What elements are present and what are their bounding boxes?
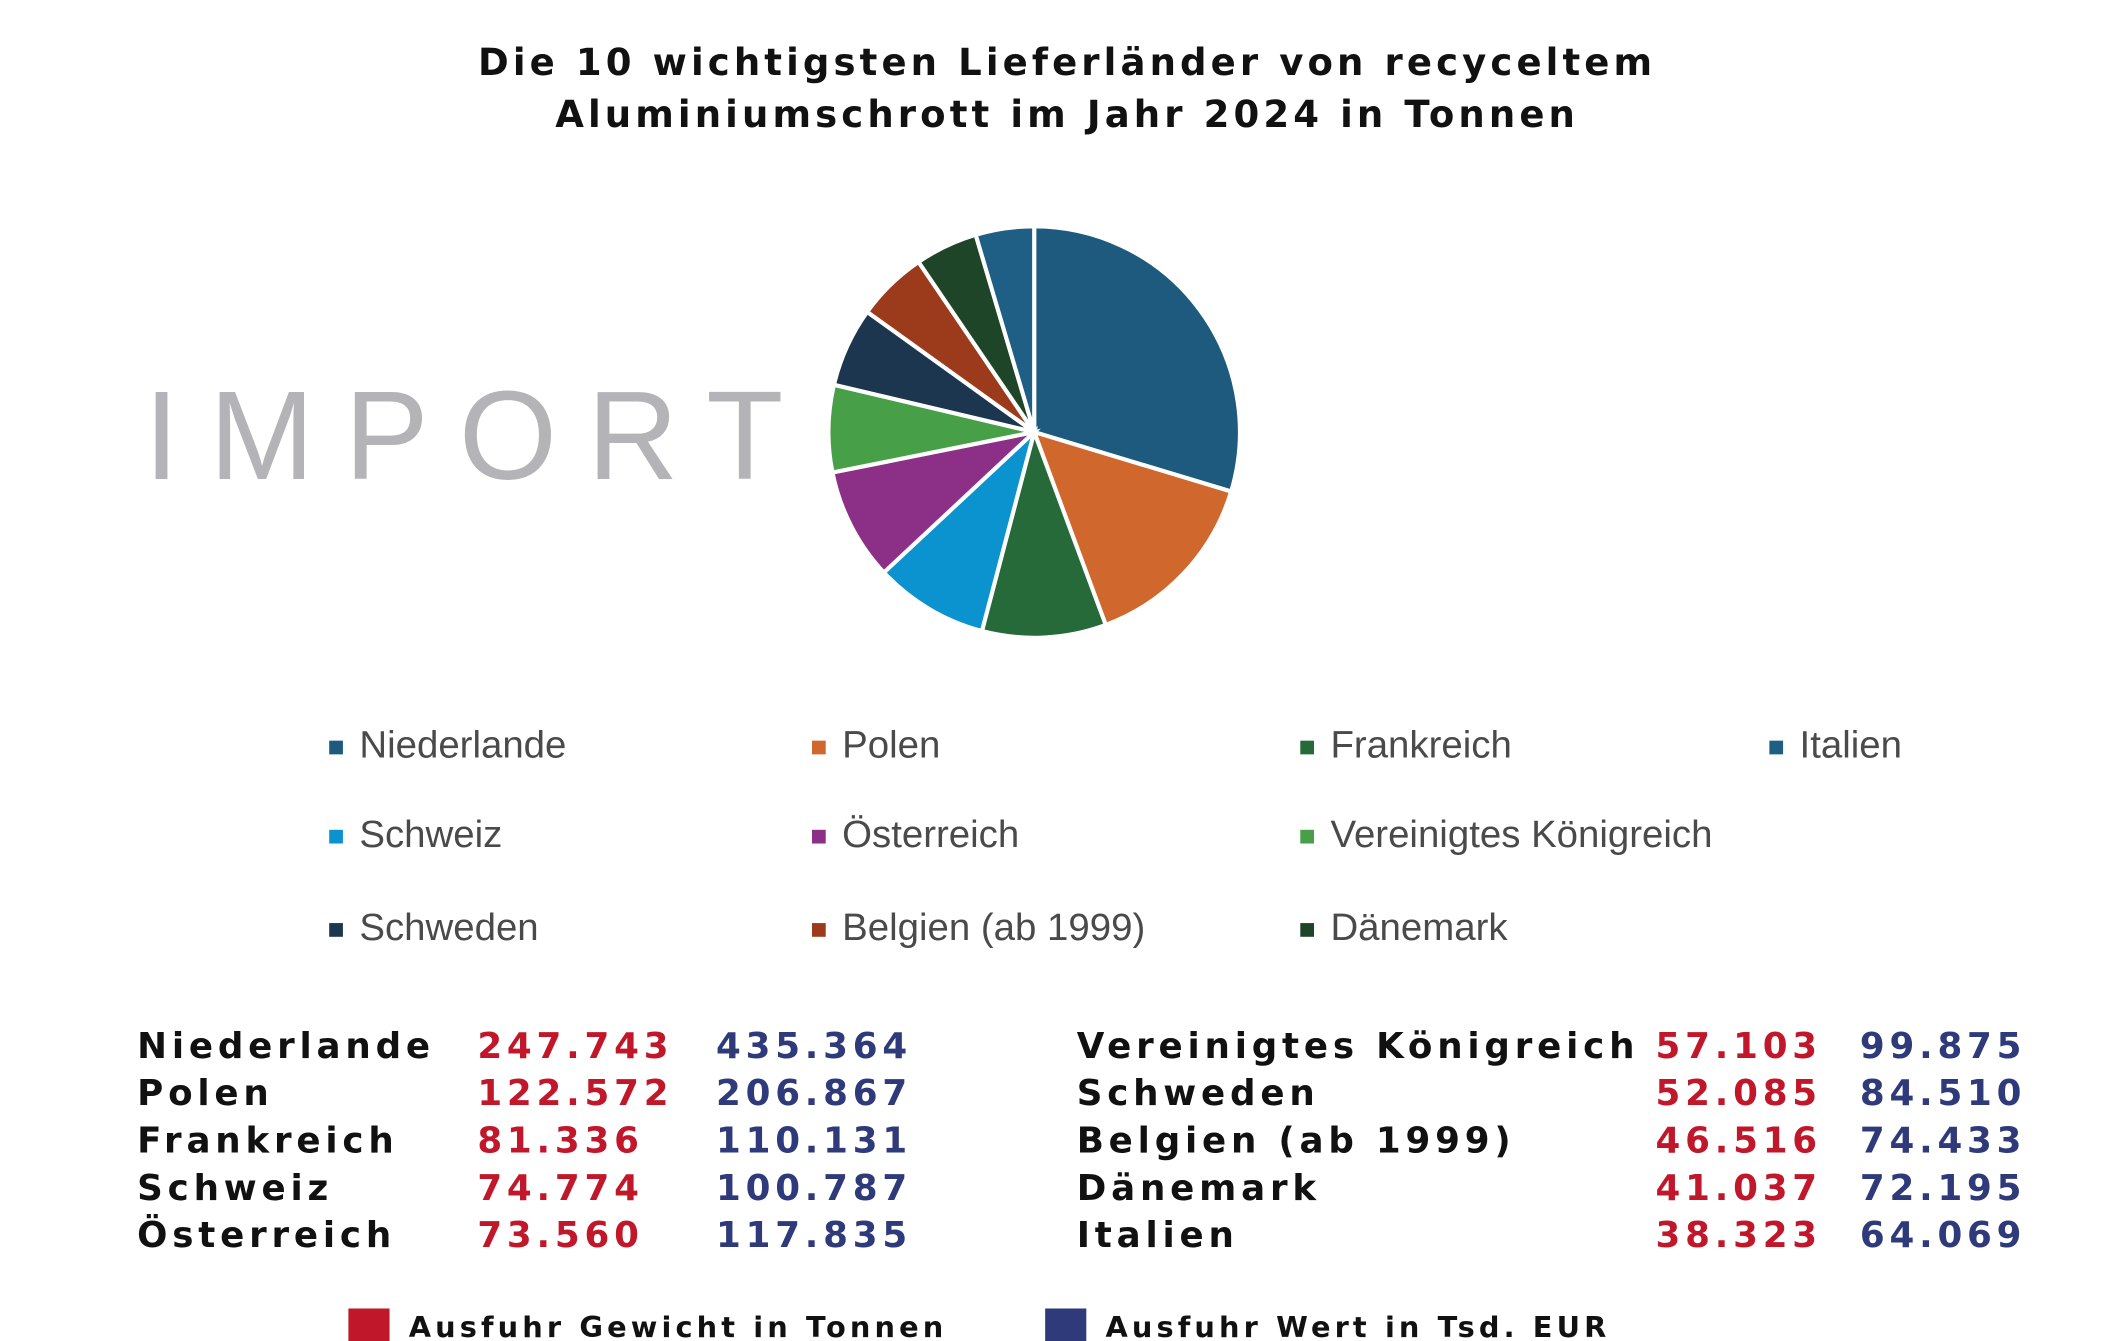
- country-cell: Österreich: [137, 1214, 396, 1256]
- pie-slice: [973, 224, 1037, 433]
- pie-slice: [979, 425, 1109, 640]
- pie-slice: [830, 428, 1041, 576]
- number-cell: 72.195: [1860, 1168, 2026, 1209]
- country-cell: Italien: [1077, 1215, 1239, 1256]
- legend-label: Dänemark: [1330, 906, 1508, 949]
- country-cell: Polen: [137, 1073, 273, 1114]
- legend-marker: [811, 829, 826, 844]
- legend-marker: [1300, 829, 1315, 844]
- legend-marker: [1769, 740, 1784, 755]
- number-cell: 57.103: [1656, 1026, 1822, 1067]
- legend-marker: [811, 923, 826, 937]
- number-cell: 247.743: [477, 1026, 673, 1067]
- legend-marker: [329, 740, 343, 755]
- number-cell: 74.774: [477, 1168, 643, 1209]
- number-cell: 81.336: [477, 1121, 643, 1162]
- legend-marker: [1300, 740, 1315, 755]
- legend-marker: [329, 923, 343, 937]
- number-cell: 38.323: [1656, 1215, 1822, 1256]
- number-cell: 52.085: [1656, 1073, 1822, 1114]
- legend-marker: [1300, 923, 1315, 937]
- number-cell: 99.875: [1860, 1026, 2026, 1067]
- country-cell: Schweiz: [137, 1168, 333, 1209]
- title-line: Die 10 wichtigsten Lieferländer von recy…: [478, 41, 1656, 84]
- number-cell: 100.787: [716, 1168, 912, 1209]
- number-cell: 74.433: [1860, 1121, 2026, 1162]
- legend-label: Schweiz: [359, 813, 502, 856]
- country-cell: Belgien (ab 1999): [1077, 1121, 1516, 1162]
- number-cell: 206.867: [716, 1073, 912, 1114]
- table-legend-marker: [348, 1308, 390, 1341]
- legend-label: Polen: [842, 724, 940, 767]
- table-legend-label: Ausfuhr Wert in Tsd. EUR: [1106, 1310, 1611, 1341]
- legend-label: Österreich: [842, 813, 1019, 856]
- number-cell: 435.364: [716, 1026, 912, 1067]
- table-legend-marker: [1045, 1308, 1087, 1341]
- title-line: Aluminiumschrott im Jahr 2024 in Tonnen: [555, 93, 1579, 136]
- country-cell: Niederlande: [137, 1026, 435, 1067]
- legend-label: Niederlande: [359, 724, 566, 767]
- number-cell: 122.572: [477, 1073, 673, 1114]
- legend-label: Frankreich: [1330, 724, 1511, 767]
- number-cell: 117.835: [716, 1215, 912, 1256]
- country-cell: Vereinigtes Königreich: [1077, 1026, 1640, 1067]
- country-cell: Schweden: [1077, 1073, 1320, 1114]
- pie-slice: [1032, 224, 1242, 495]
- country-cell: Dänemark: [1077, 1168, 1321, 1209]
- number-cell: 73.560: [477, 1215, 643, 1256]
- number-cell: 46.516: [1656, 1121, 1822, 1162]
- legend-marker: [811, 740, 826, 755]
- pie-slice: [880, 425, 1038, 634]
- table-legend-label: Ausfuhr Gewicht in Tonnen: [409, 1310, 948, 1341]
- legend-label: Belgien (ab 1999): [842, 906, 1145, 949]
- number-cell: 84.510: [1860, 1073, 2026, 1114]
- legend-label: Schweden: [359, 906, 538, 949]
- number-cell: 110.131: [716, 1121, 912, 1162]
- legend-marker: [329, 829, 343, 844]
- number-cell: 64.069: [1860, 1215, 2026, 1256]
- side-label: IMPORT: [144, 365, 813, 506]
- pie-slice: [1030, 428, 1234, 628]
- number-cell: 41.037: [1656, 1168, 1822, 1209]
- legend-label: Vereinigtes Königreich: [1330, 813, 1712, 856]
- legend-label: Italien: [1800, 724, 1902, 767]
- country-cell: Frankreich: [137, 1121, 398, 1162]
